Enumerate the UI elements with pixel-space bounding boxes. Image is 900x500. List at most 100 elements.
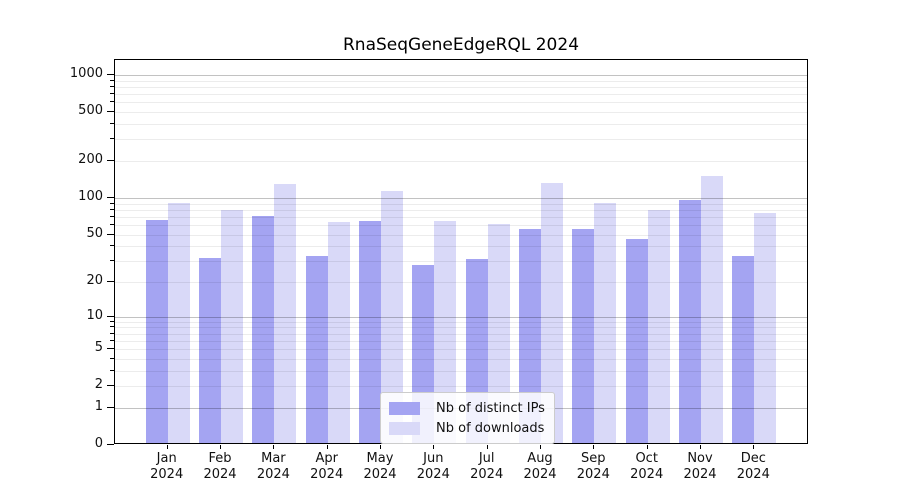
y-label-2: 2: [94, 377, 103, 393]
bar-downloads-jun: [434, 220, 457, 443]
bar-downloads-dec: [754, 213, 777, 443]
bar-distinct-ips-jan: [145, 219, 168, 443]
bar-distinct-ips-nov: [679, 199, 701, 443]
y-minortick-600: [110, 101, 114, 103]
y-minortick-3: [110, 369, 114, 371]
x-label-nov: Nov 2024: [683, 451, 717, 482]
bar-distinct-ips-oct: [625, 238, 648, 443]
x-label-apr: Apr 2024: [310, 451, 344, 482]
y-tick-10: [107, 315, 114, 317]
bar-distinct-ips-dec: [732, 256, 755, 443]
y-minortick-8: [110, 326, 114, 328]
y-minortick-60: [110, 223, 114, 225]
y-tick-50: [107, 233, 114, 235]
x-label-jul: Jul 2024: [470, 451, 504, 482]
x-label-jan: Jan 2024: [150, 451, 184, 482]
gridline-minor-40: [115, 246, 807, 248]
y-tick-1: [107, 406, 114, 408]
gridline-minor-700: [115, 94, 807, 96]
bar-distinct-ips-apr: [305, 256, 328, 443]
x-tick-oct: [646, 445, 648, 449]
legend-item-downloads: Nb of downloads: [389, 418, 545, 438]
gridline-minor-800: [115, 87, 807, 88]
y-minortick-700: [110, 93, 114, 95]
y-label-5: 5: [94, 340, 103, 356]
y-tick-20: [107, 281, 114, 282]
y-tick-500: [107, 111, 114, 113]
y-minortick-30: [110, 260, 114, 262]
gridline-minor-80: [115, 209, 807, 211]
bar-downloads-jan: [167, 202, 190, 443]
bar-distinct-ips-sep: [572, 228, 595, 443]
gridline-minor-20: [115, 282, 807, 283]
y-minortick-80: [110, 208, 114, 210]
bar-downloads-sep: [594, 202, 617, 443]
bar-downloads-apr: [327, 222, 350, 443]
y-minortick-7: [110, 332, 114, 334]
bar-distinct-ips-aug: [519, 228, 541, 443]
x-label-dec: Dec 2024: [736, 451, 770, 482]
x-tick-jun: [433, 445, 435, 449]
legend-swatch-distinct-ips: [389, 401, 420, 415]
y-label-100: 100: [78, 188, 103, 204]
y-label-50: 50: [86, 225, 103, 241]
gridline-minor-4: [115, 358, 807, 360]
gridline-minor-400: [115, 124, 807, 125]
y-minortick-900: [110, 79, 114, 81]
bar-downloads-jul: [487, 224, 510, 443]
gridline-minor-3: [115, 370, 807, 372]
y-minortick-9: [110, 320, 114, 322]
gridline-minor-50: [115, 234, 807, 236]
x-tick-may: [380, 445, 381, 449]
legend-label-downloads: Nb of downloads: [436, 420, 545, 436]
y-minortick-300: [110, 138, 114, 140]
y-label-1000: 1000: [69, 66, 103, 81]
gridline-minor-30: [115, 261, 807, 263]
bar-distinct-ips-may: [359, 220, 381, 443]
y-tick-1000: [107, 74, 114, 75]
x-label-aug: Aug 2024: [523, 451, 557, 482]
gridline-minor-90: [115, 203, 807, 205]
gridline-minor-900: [115, 80, 807, 82]
gridlines-layer: [115, 60, 807, 443]
bars-layer: [115, 60, 807, 443]
x-tick-dec: [753, 445, 755, 449]
x-tick-nov: [700, 445, 701, 449]
x-tick-aug: [540, 445, 541, 449]
y-tick-5: [107, 348, 114, 350]
gridline-minor-5: [115, 349, 807, 351]
x-tick-jan: [166, 445, 168, 449]
y-minortick-70: [110, 215, 114, 217]
y-tick-100: [107, 196, 114, 198]
gridline-minor-9: [115, 321, 807, 323]
y-tick-200: [107, 160, 114, 161]
x-label-mar: Mar 2024: [256, 451, 290, 482]
bar-downloads-may: [381, 190, 403, 443]
bar-distinct-ips-mar: [252, 216, 275, 443]
gridline-minor-7: [115, 333, 807, 335]
gridline-major-10: [115, 316, 807, 318]
legend-swatch-downloads: [389, 421, 420, 435]
gridline-minor-500: [115, 112, 807, 114]
x-label-sep: Sep 2024: [576, 451, 610, 482]
x-label-jun: Jun 2024: [416, 451, 450, 482]
gridline-minor-300: [115, 139, 807, 141]
bar-downloads-mar: [274, 183, 297, 443]
x-tick-mar: [273, 445, 275, 449]
gridline-minor-600: [115, 102, 807, 104]
y-minortick-4: [110, 357, 114, 359]
x-tick-apr: [326, 445, 328, 449]
legend: Nb of distinct IPs Nb of downloads: [380, 392, 555, 444]
y-minortick-90: [110, 202, 114, 204]
chart-title: RnaSeqGeneEdgeRQL 2024: [342, 35, 580, 55]
gridline-major-100: [115, 197, 807, 199]
gridline-minor-2: [115, 386, 807, 388]
y-label-1: 1: [94, 398, 103, 414]
bar-downloads-feb: [221, 210, 243, 443]
x-tick-jul: [486, 445, 488, 449]
x-label-feb: Feb 2024: [203, 451, 237, 482]
y-label-20: 20: [86, 273, 103, 288]
gridline-minor-8: [115, 327, 807, 329]
bar-downloads-aug: [541, 182, 563, 443]
